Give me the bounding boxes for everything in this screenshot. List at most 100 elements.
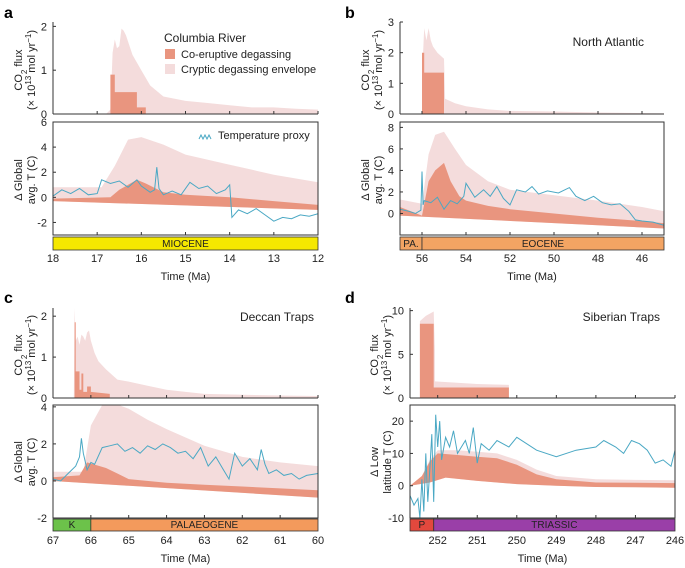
flux-coeruptive-area	[420, 52, 444, 114]
temp-coeruptive-area	[400, 162, 664, 229]
temp-coeruptive-area	[53, 179, 318, 210]
x-tick-label: 18	[47, 253, 59, 265]
geologic-period-palaeogene	[90, 518, 319, 532]
x-tick-label: 52	[504, 253, 516, 265]
flux-y-tick-label: 1	[41, 65, 47, 77]
temp-y-tick-label: 4	[41, 402, 47, 414]
legend: Columbia River Co-eruptive degassing Crypt…	[164, 31, 316, 142]
x-tick-label: 250	[508, 535, 526, 547]
temp-y-tick-label: 8	[388, 122, 394, 134]
flux-y-tick-label: 0	[388, 109, 394, 121]
flux-coeruptive-area	[108, 74, 146, 114]
temp-y-axis-label: Δ Globalavg. T (C)	[13, 156, 38, 205]
legend-swatch-coeruptive	[165, 49, 175, 59]
temperature-plot-area	[53, 405, 318, 498]
legend-item-cryptic: Cryptic degassing envelope	[181, 64, 316, 76]
flux-y-axis-label: CO2 flux(× 1013 mol yr−1)	[13, 30, 38, 110]
geologic-period-miocene	[52, 236, 319, 251]
panel-letter: b	[345, 5, 355, 22]
temperature-plot-area	[410, 414, 675, 518]
temp-y-tick-label: 4	[388, 165, 394, 177]
x-tick-label: 48	[592, 253, 604, 265]
temp-y-tick-label: 0	[41, 192, 47, 204]
x-tick-label: 62	[236, 535, 248, 547]
x-tick-label: 17	[91, 253, 103, 265]
flux-y-tick-label: 1	[41, 352, 47, 364]
temp-y-tick-label: 0	[398, 481, 404, 493]
geologic-period-label: MIOCENE	[162, 239, 209, 250]
temperature-plot-area	[400, 131, 664, 229]
x-axis-label: Time (Ma)	[507, 271, 557, 283]
geologic-period-label: EOCENE	[522, 239, 565, 250]
temp-coeruptive-area	[410, 453, 675, 488]
temp-y-tick-label: 10	[392, 448, 404, 460]
temp-y-tick-label: 0	[41, 476, 47, 488]
temp-y-tick-label: 0	[388, 208, 394, 220]
temperature-proxy-line	[53, 167, 318, 222]
geologic-period-label: P	[419, 520, 426, 531]
flux-y-tick-label: 3	[388, 17, 394, 29]
flux-y-tick-label: 1	[388, 78, 394, 90]
temp-y-tick-label: 2	[41, 439, 47, 451]
x-tick-label: 14	[224, 253, 236, 265]
temp-y-tick-label: -10	[388, 513, 404, 525]
x-tick-label: 46	[636, 253, 648, 265]
legend-item-temperature-proxy: Temperature proxy	[218, 130, 310, 142]
temperature-proxy-line	[410, 414, 675, 518]
geologic-period-label: TRIASSIC	[531, 520, 577, 531]
flux-y-tick-label: 0	[41, 109, 47, 121]
panel-c: 0 1 2 -2 0 2 4 K PALAEOGENE 67 66 65 64 63 62 61 60 Time …	[4, 290, 324, 565]
x-tick-label: 248	[587, 535, 605, 547]
temp-y-axis-label: Δ Globalavg. T (C)	[13, 438, 38, 487]
temp-y-tick-label: 20	[392, 416, 404, 428]
temp-y-tick-label: -2	[37, 217, 47, 229]
temp-y-tick-label: 6	[388, 144, 394, 156]
x-tick-label: 251	[468, 535, 486, 547]
temp-y-tick-label: 6	[41, 117, 47, 129]
flux-cryptic-envelope-area	[410, 311, 675, 398]
temp-y-axis-label: Δ Lowlatitude T (C)	[369, 430, 394, 493]
x-tick-label: 249	[547, 535, 565, 547]
flux-y-tick-label: 2	[41, 21, 47, 33]
panel-letter: a	[4, 5, 13, 22]
x-tick-label: 66	[85, 535, 97, 547]
x-tick-label: 252	[429, 535, 447, 547]
x-tick-label: 16	[135, 253, 147, 265]
panel-title: Deccan Traps	[240, 310, 314, 324]
x-tick-label: 65	[123, 535, 135, 547]
flux-y-tick-label: 0	[398, 393, 404, 405]
panel-title: North Atlantic	[573, 35, 644, 49]
legend-swatch-cryptic	[165, 64, 175, 74]
x-tick-label: 56	[416, 253, 428, 265]
flux-y-axis-label: CO2 flux(× 1013 mol yr−1)	[360, 30, 385, 110]
flux-y-tick-label: 10	[392, 306, 404, 318]
panel-letter: d	[345, 290, 355, 307]
flux-y-tick-label: 5	[398, 349, 404, 361]
temp-y-axis-label: Δ Globalavg. T (C)	[360, 156, 385, 205]
x-axis-label: Time (Ma)	[161, 271, 211, 283]
temp-coeruptive-area	[53, 462, 318, 498]
legend-proxy-line-icon	[198, 133, 212, 141]
flux-y-tick-label: 2	[41, 311, 47, 323]
x-axis-label: Time (Ma)	[161, 553, 211, 565]
geologic-period-label: PA.	[403, 239, 418, 250]
geologic-period-eocene	[421, 236, 665, 251]
x-tick-label: 60	[312, 535, 324, 547]
temp-y-tick-label: -2	[37, 513, 47, 525]
geologic-period-label: PALAEOGENE	[171, 520, 239, 531]
x-tick-label: 15	[179, 253, 191, 265]
temp-y-tick-label: 4	[41, 142, 47, 154]
legend-item-coeruptive: Co-eruptive degassing	[181, 49, 291, 61]
x-tick-label: 54	[460, 253, 472, 265]
legend-title: Columbia River	[164, 31, 246, 45]
x-tick-label: 247	[626, 535, 644, 547]
temp-axes-frame	[399, 121, 665, 236]
x-tick-label: 246	[666, 535, 684, 547]
temperature-plot-area	[53, 137, 318, 222]
x-tick-label: 63	[198, 535, 210, 547]
flux-y-tick-label: 2	[388, 48, 394, 60]
x-axis-label: Time (Ma)	[518, 553, 568, 565]
